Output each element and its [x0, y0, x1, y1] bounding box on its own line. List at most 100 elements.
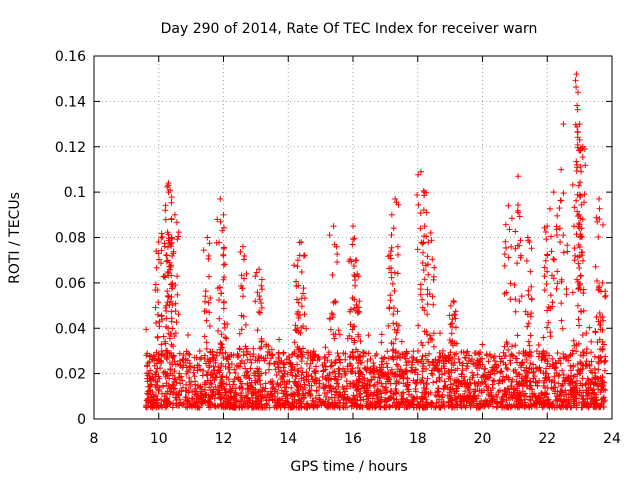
data-point — [175, 233, 182, 240]
data-point — [173, 219, 180, 226]
data-point — [143, 326, 150, 333]
data-point — [220, 299, 227, 306]
data-point — [417, 291, 424, 298]
data-point — [419, 342, 426, 349]
data-point — [512, 342, 519, 349]
data-point — [390, 225, 397, 232]
data-point — [573, 84, 580, 91]
data-point — [197, 366, 204, 373]
data-point — [351, 263, 358, 270]
data-point — [591, 365, 598, 372]
data-point — [578, 168, 585, 175]
data-point — [153, 264, 160, 271]
data-point — [220, 305, 227, 312]
data-point — [391, 287, 398, 294]
data-point — [593, 214, 600, 221]
data-point — [560, 121, 567, 128]
data-point — [168, 194, 175, 201]
data-point — [159, 234, 166, 241]
data-point — [395, 251, 402, 258]
data-point — [579, 375, 586, 382]
data-point — [582, 381, 589, 388]
data-point — [386, 304, 393, 311]
data-point — [155, 299, 162, 306]
data-point — [152, 281, 159, 288]
y-tick-label: 0 — [77, 412, 86, 428]
data-point — [502, 221, 509, 228]
data-point — [425, 350, 432, 357]
data-point — [424, 311, 431, 318]
data-point — [352, 277, 359, 284]
data-point — [514, 207, 521, 214]
data-point — [417, 210, 424, 217]
data-point — [370, 383, 377, 390]
data-point — [357, 390, 364, 397]
data-point — [437, 330, 444, 337]
data-point — [335, 327, 342, 334]
data-point — [560, 232, 567, 239]
data-point — [351, 235, 358, 242]
data-point — [559, 325, 566, 332]
data-point — [599, 279, 606, 286]
data-point — [576, 322, 583, 329]
data-point — [581, 398, 588, 405]
data-point — [300, 253, 307, 260]
data-point — [502, 238, 509, 245]
x-tick-label: 8 — [90, 431, 99, 447]
data-point — [553, 226, 560, 233]
data-point — [552, 364, 559, 371]
data-point — [469, 369, 476, 376]
data-point — [564, 248, 571, 255]
data-point — [386, 403, 393, 410]
data-point — [557, 388, 564, 395]
data-point — [517, 237, 524, 244]
y-tick-label: 0.16 — [55, 49, 86, 65]
data-point — [430, 301, 437, 308]
data-point — [187, 383, 194, 390]
data-point — [266, 360, 273, 367]
data-point — [419, 353, 426, 360]
data-point — [602, 288, 609, 295]
data-point — [310, 348, 317, 355]
data-point — [554, 212, 561, 219]
data-point — [258, 338, 265, 345]
data-point — [168, 199, 175, 206]
data-point — [558, 300, 565, 307]
data-point — [430, 379, 437, 386]
data-point — [512, 228, 519, 235]
data-point — [592, 263, 599, 270]
data-point — [514, 373, 521, 380]
data-point — [525, 338, 532, 345]
data-point — [201, 298, 208, 305]
data-point — [222, 334, 229, 341]
data-point — [384, 348, 391, 355]
data-point — [415, 171, 422, 178]
data-point — [425, 271, 432, 278]
data-point — [205, 252, 212, 259]
data-point — [572, 77, 579, 84]
data-point — [394, 308, 401, 315]
data-point — [220, 354, 227, 361]
data-point — [426, 332, 433, 339]
data-point — [602, 357, 609, 364]
data-point — [497, 369, 504, 376]
data-point — [497, 358, 504, 365]
data-point — [429, 371, 436, 378]
data-point — [220, 211, 227, 218]
y-tick-label: 0.12 — [55, 140, 86, 156]
data-point — [160, 333, 167, 340]
data-point — [203, 339, 210, 346]
data-point — [201, 386, 208, 393]
data-point — [360, 349, 367, 356]
data-point — [329, 271, 336, 278]
data-point — [547, 292, 554, 299]
data-point — [419, 296, 426, 303]
data-point — [596, 310, 603, 317]
data-point — [602, 293, 609, 300]
data-point — [579, 154, 586, 161]
data-point — [223, 335, 230, 342]
data-point — [578, 201, 585, 208]
x-tick-label: 18 — [409, 431, 427, 447]
data-point — [484, 352, 491, 359]
data-point — [414, 191, 421, 198]
